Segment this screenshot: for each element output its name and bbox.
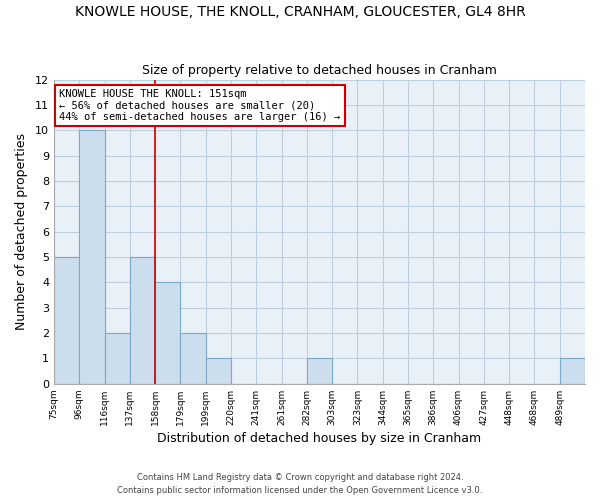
Text: KNOWLE HOUSE, THE KNOLL, CRANHAM, GLOUCESTER, GL4 8HR: KNOWLE HOUSE, THE KNOLL, CRANHAM, GLOUCE… <box>74 5 526 19</box>
Bar <box>104 333 130 384</box>
X-axis label: Distribution of detached houses by size in Cranham: Distribution of detached houses by size … <box>157 432 482 445</box>
Bar <box>54 257 79 384</box>
Text: KNOWLE HOUSE THE KNOLL: 151sqm
← 56% of detached houses are smaller (20)
44% of : KNOWLE HOUSE THE KNOLL: 151sqm ← 56% of … <box>59 88 340 122</box>
Bar <box>560 358 585 384</box>
Y-axis label: Number of detached properties: Number of detached properties <box>15 133 28 330</box>
Bar <box>181 333 206 384</box>
Bar <box>206 358 231 384</box>
Text: Contains HM Land Registry data © Crown copyright and database right 2024.
Contai: Contains HM Land Registry data © Crown c… <box>118 473 482 495</box>
Bar <box>79 130 104 384</box>
Title: Size of property relative to detached houses in Cranham: Size of property relative to detached ho… <box>142 64 497 77</box>
Bar <box>307 358 332 384</box>
Bar <box>155 282 181 384</box>
Bar <box>130 257 155 384</box>
